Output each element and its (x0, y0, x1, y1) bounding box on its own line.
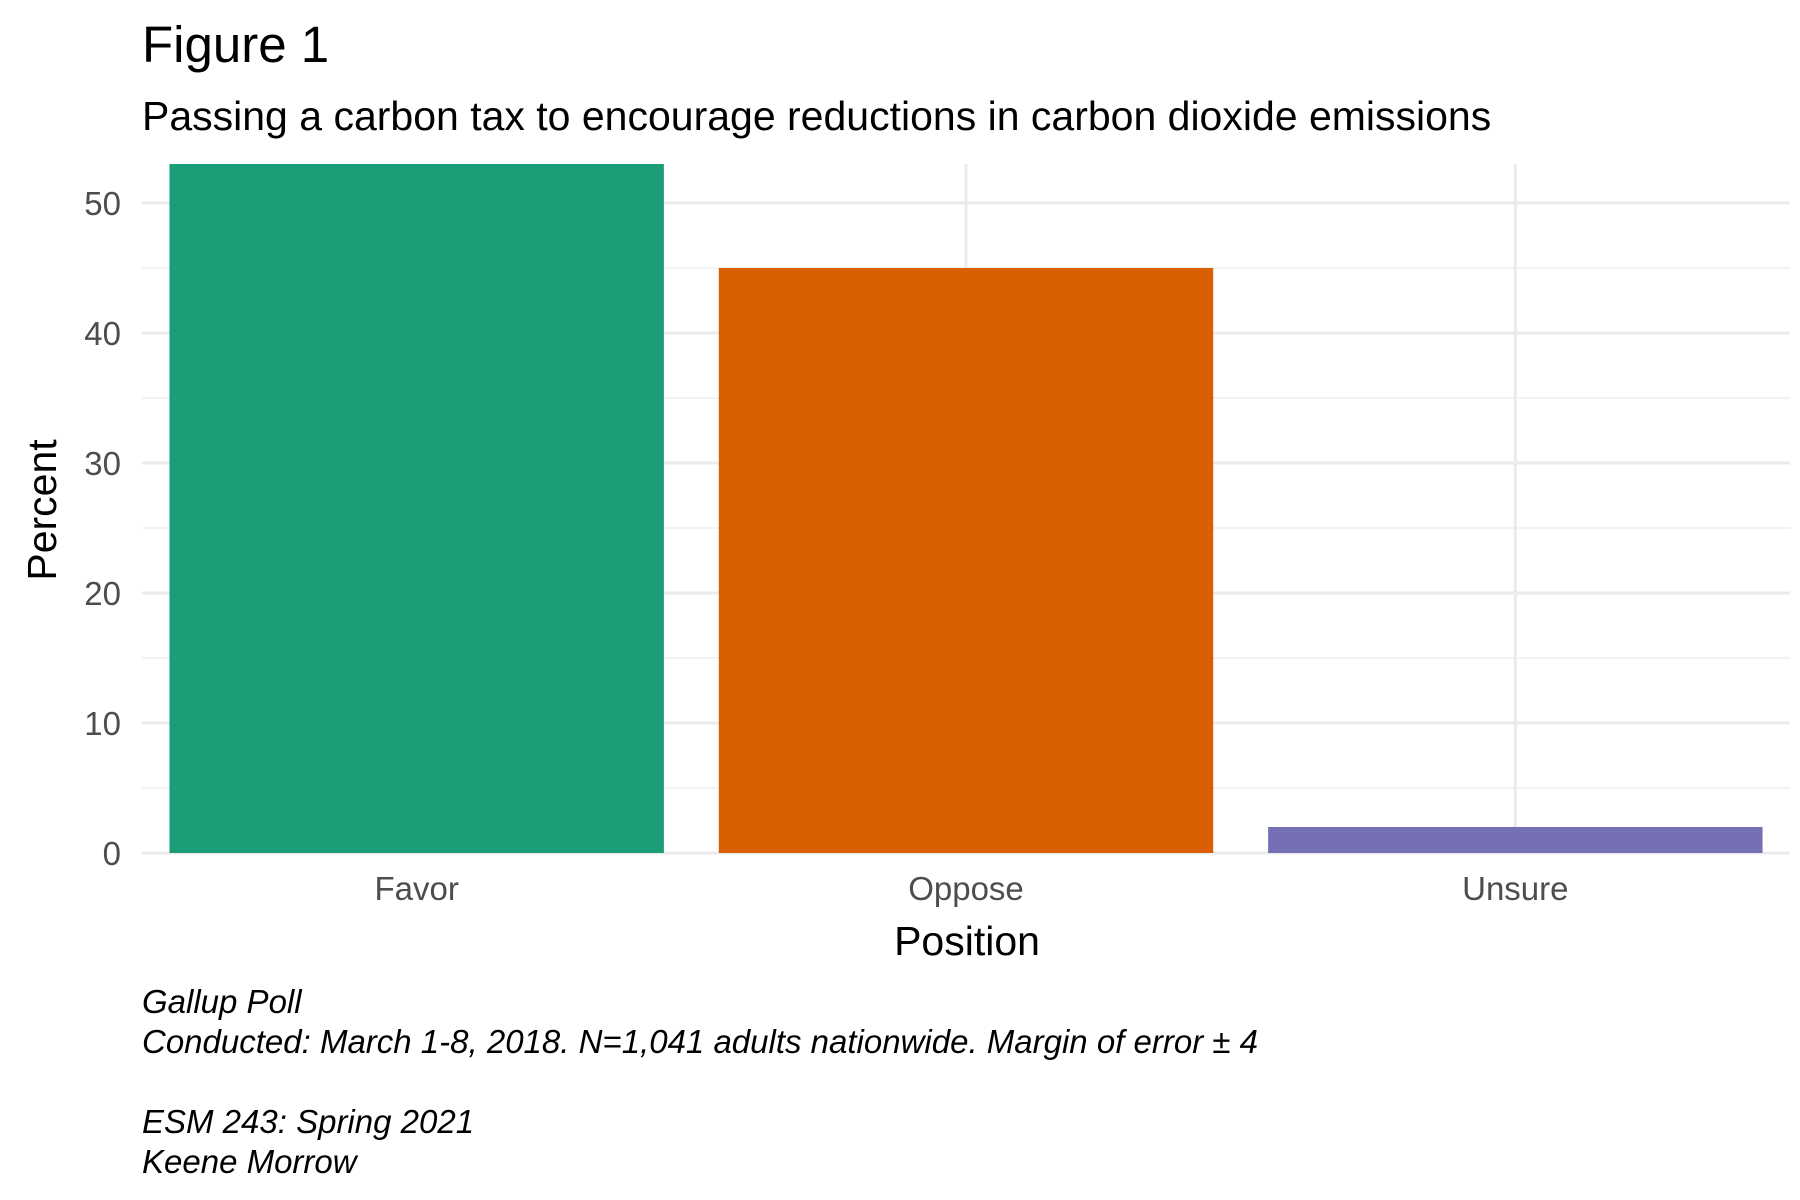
bar-favor (169, 164, 664, 853)
x-tick-label: Favor (374, 870, 458, 907)
chart-title: Figure 1 (142, 16, 329, 73)
y-axis-title: Percent (19, 439, 65, 581)
y-tick-label: 20 (84, 575, 121, 612)
bar-oppose (718, 268, 1214, 853)
y-tick-label: 30 (84, 445, 121, 482)
bars (169, 164, 1763, 853)
y-tick-label: 50 (84, 185, 121, 222)
caption-line: Keene Morrow (142, 1143, 359, 1180)
x-tick-label: Oppose (908, 870, 1024, 907)
x-tick-label: Unsure (1462, 870, 1568, 907)
x-axis-title: Position (894, 918, 1040, 964)
caption-line: Gallup Poll (142, 983, 303, 1020)
bar-unsure (1268, 827, 1763, 853)
caption-line: ESM 243: Spring 2021 (142, 1103, 474, 1140)
chart-subtitle: Passing a carbon tax to encourage reduct… (142, 93, 1491, 139)
caption-line: Conducted: March 1-8, 2018. N=1,041 adul… (142, 1023, 1258, 1060)
y-tick-label: 10 (84, 705, 121, 742)
x-axis-ticks: Favor Oppose Unsure (374, 870, 1568, 907)
y-tick-label: 40 (84, 315, 121, 352)
y-axis-ticks: 0 10 20 30 40 50 (84, 185, 121, 872)
y-tick-label: 0 (103, 835, 121, 872)
